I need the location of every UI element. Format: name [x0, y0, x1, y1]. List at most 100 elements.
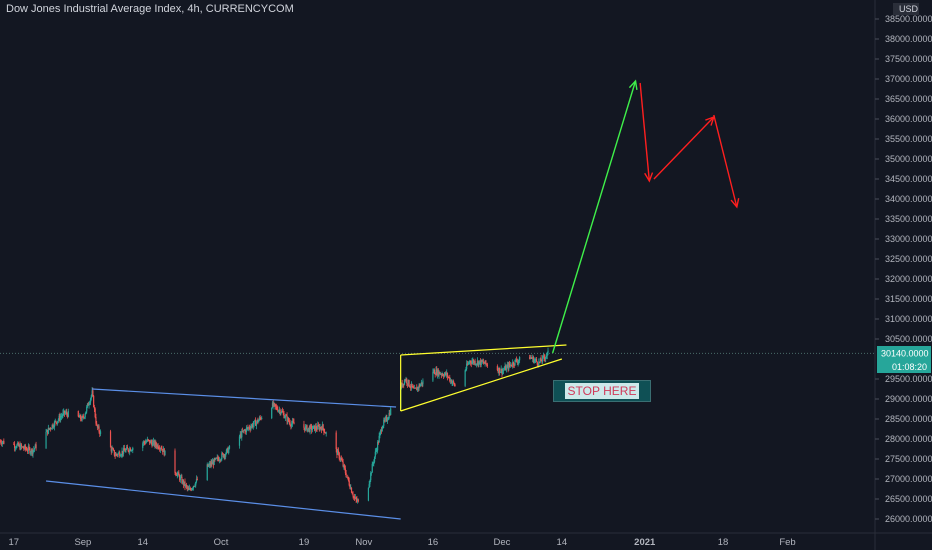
candle-body [454, 385, 456, 387]
candle-body [450, 379, 452, 384]
candle-body [413, 387, 416, 389]
candle-body [413, 386, 415, 389]
candle-body [129, 448, 132, 451]
triangle-bottom-line [400, 358, 563, 412]
candle-body [535, 359, 538, 362]
candle-body [324, 432, 327, 434]
candle-body [387, 417, 389, 420]
candle-body [128, 450, 130, 452]
triangle-top-line [400, 344, 567, 356]
candle-body [307, 427, 310, 429]
candle-body [282, 412, 284, 414]
candle-body [0, 441, 2, 443]
candle-body [319, 427, 321, 430]
candle-body [476, 363, 478, 365]
candle-body [279, 409, 281, 414]
candle-body [3, 440, 5, 444]
candle-body [406, 379, 408, 384]
candle-body [271, 408, 273, 419]
candle-body [192, 488, 194, 489]
candle-body [370, 472, 372, 481]
candle-body [91, 390, 93, 396]
candle-body [464, 370, 466, 386]
candle-body [476, 360, 479, 364]
price-tick-label: 28500.0000 [885, 414, 932, 424]
candle-body [51, 424, 53, 429]
countdown-box [877, 360, 931, 373]
candle-body [256, 419, 258, 423]
candle-body [34, 444, 36, 449]
candle-body [225, 449, 228, 454]
time-axis[interactable]: 17 Sep 14 Oct 19 Nov 16 Dec 14 2021 18 Feb [9, 537, 796, 548]
candle-body [79, 415, 82, 419]
candle-body [192, 486, 195, 489]
candle-body [206, 464, 208, 480]
candle-body [54, 420, 56, 422]
candle-body [213, 458, 215, 465]
candle-body [25, 448, 27, 450]
candle-body [29, 448, 31, 454]
candle-body [90, 395, 92, 399]
candle-body [278, 410, 280, 412]
price-tick-label: 34000.0000 [885, 194, 932, 204]
candle-body [513, 364, 515, 366]
candle-body [477, 360, 479, 366]
candle-body [507, 364, 509, 369]
drop-1-arrowhead [644, 172, 654, 183]
candle-body [401, 383, 403, 387]
candle-body [281, 411, 283, 413]
candle-body [248, 427, 251, 429]
candle-body [515, 359, 518, 362]
candle-body [545, 355, 548, 358]
candle-body [1, 442, 3, 445]
candle-body [512, 362, 514, 366]
candle-body [215, 457, 217, 460]
candle-body [251, 424, 253, 427]
rally-arrow [551, 80, 637, 354]
candle-body [111, 448, 113, 452]
rally-arrowhead [628, 79, 638, 91]
candle-body [96, 423, 98, 426]
candle-body [432, 371, 434, 381]
candle-body [469, 360, 472, 363]
price-tick-label: 36000.0000 [885, 114, 932, 124]
candle-body [143, 441, 145, 443]
candle-body [291, 420, 294, 424]
candle-body [176, 473, 178, 476]
price-tick-label: 33500.0000 [885, 214, 932, 224]
candle-body [99, 431, 102, 435]
candle-body [145, 441, 147, 444]
candle-body [436, 369, 439, 376]
channel-top-line [92, 388, 397, 408]
currency-box [893, 3, 919, 15]
candle-body [92, 390, 94, 396]
candle-body [81, 416, 83, 421]
candle-body [32, 450, 34, 455]
price-axis[interactable]: 26000.0000 26500.0000 27000.0000 27500.0000… [875, 14, 932, 524]
price-tick-label: 31500.0000 [885, 294, 932, 304]
time-tick-label: 16 [428, 537, 439, 548]
candle-body [110, 447, 112, 452]
candle-body [444, 372, 446, 375]
price-tick-label: 34500.0000 [885, 174, 932, 184]
candle-body [505, 366, 508, 371]
candle-body [144, 442, 146, 444]
last-price-text: 30140.0000 [881, 349, 929, 359]
candle-body [142, 441, 145, 444]
candle-body [155, 445, 158, 448]
price-tick-label: 30500.0000 [885, 334, 932, 344]
candle-body [356, 499, 358, 502]
candle-body [184, 481, 186, 487]
candle-body [433, 369, 435, 372]
candle-body [191, 488, 193, 491]
candle-body [443, 374, 446, 377]
candle-body [116, 453, 118, 455]
candle-body [303, 424, 305, 428]
candle-body [369, 480, 371, 485]
candle-body [337, 450, 340, 453]
candle-body [129, 448, 131, 452]
candle-body [532, 356, 534, 359]
